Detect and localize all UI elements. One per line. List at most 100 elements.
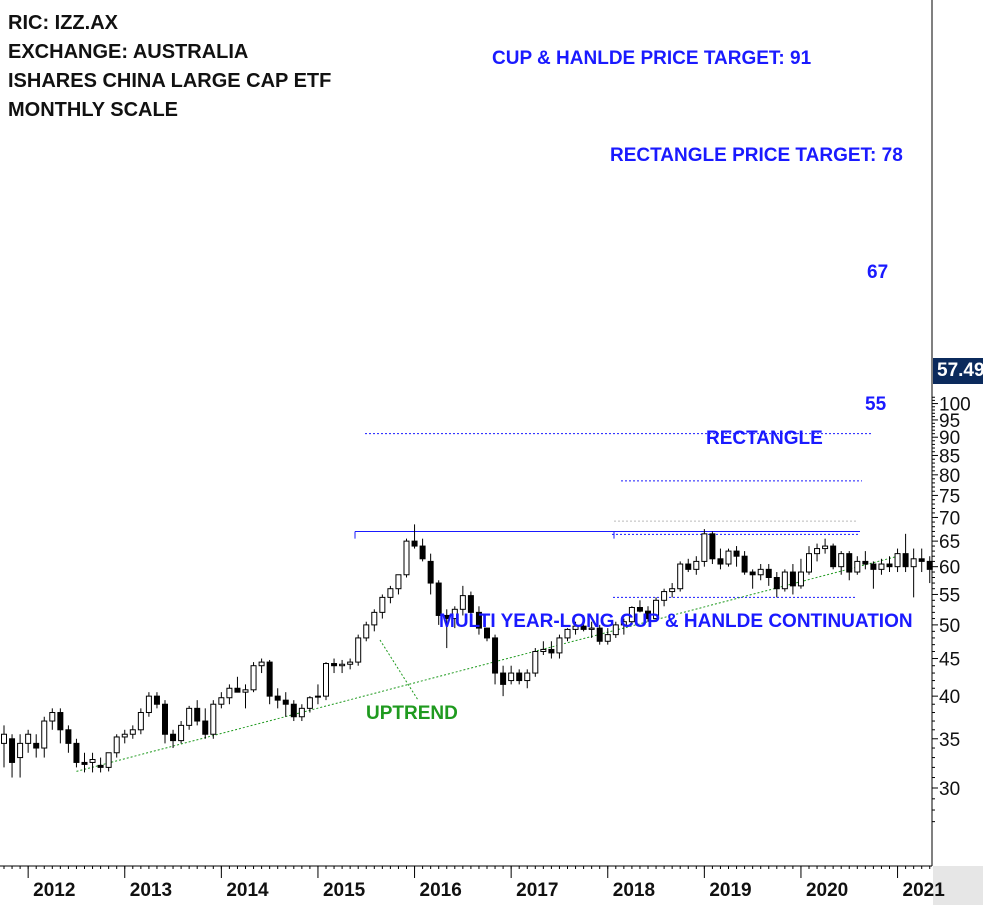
x-tick-label: 2013	[130, 880, 172, 901]
candle-body	[878, 563, 885, 570]
candle-body	[524, 672, 531, 682]
candle-body	[653, 599, 660, 620]
candle-body	[242, 689, 249, 693]
candle-body	[540, 648, 547, 653]
horizontal-levels	[354, 433, 872, 598]
y-tick-label: 70	[939, 508, 960, 529]
instrument-name: ISHARES CHINA LARGE CAP ETF	[8, 70, 332, 92]
candle-body	[266, 661, 273, 697]
candle-body	[765, 568, 772, 579]
candle-body	[467, 595, 474, 613]
candle-body	[395, 574, 402, 590]
x-tick-label: 2012	[33, 880, 75, 901]
x-tick-label: 2019	[709, 880, 751, 901]
candle-body	[636, 606, 643, 612]
candle-body	[741, 555, 748, 573]
y-tick-label: 75	[939, 486, 960, 507]
candle-body	[363, 624, 370, 639]
candle-body	[1, 733, 7, 744]
candle-body	[757, 568, 764, 576]
candle-body	[620, 621, 627, 626]
uptrend-pointer	[379, 639, 419, 701]
candle-body	[838, 553, 845, 568]
candle-body	[484, 627, 490, 639]
candle-body	[427, 560, 434, 584]
candle-body	[580, 625, 587, 630]
candle-body	[830, 545, 837, 568]
y-tick-label: 55	[939, 585, 960, 606]
candle-body	[170, 733, 177, 742]
y-tick-label: 80	[939, 466, 960, 487]
candle-body	[347, 661, 354, 665]
candle-body	[588, 627, 595, 630]
candle-body	[459, 595, 466, 610]
candle-body	[572, 625, 579, 630]
candle-body	[693, 560, 700, 570]
candle-body	[564, 628, 571, 639]
y-tick-label: 35	[939, 730, 960, 751]
candle-body	[596, 627, 603, 642]
candle-body	[532, 651, 539, 674]
candle-body	[218, 697, 225, 705]
candle-body	[137, 712, 144, 731]
candle-body	[194, 707, 201, 722]
exchange-label: EXCHANGE: AUSTRALIA	[8, 41, 249, 63]
y-tick-label: 85	[939, 446, 960, 467]
x-tick-label: 2017	[516, 880, 558, 901]
x-tick-label: 2014	[226, 880, 269, 901]
candle-body	[435, 582, 442, 616]
candle-body	[178, 724, 185, 742]
candle-body	[57, 712, 64, 731]
candle-body	[403, 540, 410, 576]
candle-body	[443, 614, 450, 620]
candle-body	[475, 611, 482, 629]
candle-body	[862, 560, 869, 565]
axis-corner	[933, 866, 983, 905]
candle-body	[250, 665, 257, 691]
candle-body	[789, 571, 796, 587]
candle-body	[33, 742, 40, 749]
candle-body	[773, 577, 780, 590]
support-label: 55	[865, 394, 887, 415]
candle-body	[186, 707, 193, 726]
cup-handle-target-label: CUP & HANLDE PRICE TARGET: 91	[492, 48, 812, 69]
candle-body	[306, 697, 313, 709]
uptrend-label: UPTREND	[366, 703, 458, 724]
candle-body	[918, 558, 925, 562]
candle-body	[65, 729, 72, 744]
x-tick-label: 2021	[903, 880, 946, 901]
candle-body	[797, 571, 804, 587]
y-tick-label: 95	[939, 411, 960, 432]
candle-body	[717, 558, 724, 565]
last-price-badge: 57.49	[933, 358, 983, 384]
rectangle-label: RECTANGLE	[706, 428, 823, 449]
candle-body	[612, 624, 619, 636]
candle-body	[355, 637, 362, 663]
candle-body	[806, 553, 812, 573]
candle-body	[508, 672, 515, 682]
candle-body	[210, 703, 217, 735]
candle-body	[822, 545, 829, 550]
continuation-label: MULTI YEAR-LONG CUP & HANLDE CONTINUATIO…	[439, 611, 913, 632]
x-axis: 2012 2013 2014 2015 2016 2017 2018 2019 2020 2021	[0, 865, 946, 901]
candle-body	[419, 545, 426, 560]
candle-body	[105, 752, 112, 768]
y-tick-label: 50	[939, 616, 960, 637]
candle-body	[153, 695, 160, 705]
candle-body	[894, 553, 901, 568]
candlesticks	[1, 524, 933, 778]
candle-body	[89, 759, 96, 763]
candle-body	[73, 742, 80, 763]
x-tick-label: 2020	[806, 880, 848, 901]
candle-body	[645, 610, 651, 620]
x-tick-label: 2015	[323, 880, 366, 901]
candle-body	[548, 648, 555, 654]
y-tick-label: 30	[939, 779, 960, 800]
y-tick-label: 100	[939, 395, 971, 416]
y-tick-label: 45	[939, 650, 960, 671]
candle-body	[113, 736, 120, 754]
scale-label: MONTHLY SCALE	[8, 99, 179, 121]
candle-body	[685, 563, 692, 570]
